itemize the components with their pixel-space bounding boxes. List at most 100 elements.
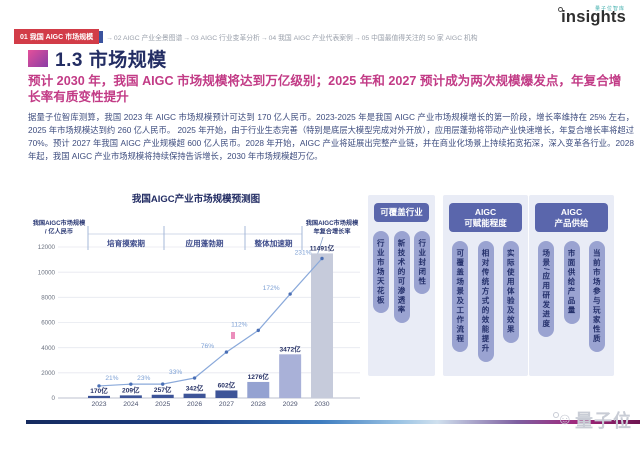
- x-tick-label: 2023: [91, 401, 106, 408]
- y-tick-label: 4000: [41, 345, 55, 352]
- y-tick-label: 8000: [41, 295, 55, 302]
- bar: [88, 395, 110, 398]
- logo-text: insights: [561, 8, 626, 26]
- factor-pill-row: 场景/应用研发进度 市面供给产品量 当前市场参与玩家性质: [529, 241, 614, 353]
- chart-title: 我国AIGC产业市场规模预测图: [131, 194, 261, 205]
- nav-items: →02 AIGC 产业全景图谱→03 AIGC 行业变革分析→04 我国 AIG…: [105, 32, 477, 42]
- growth-rate-label: 172%: [263, 285, 280, 292]
- smiley-icon: ☺: [556, 411, 573, 428]
- page-title: 1.3 市场规模: [55, 50, 167, 71]
- phase-label: 应用蓬勃期: [186, 238, 224, 248]
- growth-rate-label: 21%: [105, 375, 118, 382]
- phase-label: 培育摸索期: [107, 238, 145, 248]
- growth-point: [161, 382, 165, 386]
- nav-arrow-icon: →: [106, 34, 113, 42]
- x-tick-label: 2024: [123, 401, 138, 408]
- title-row: 1.3 市场规模: [28, 45, 167, 72]
- bar-value-label: 1276亿: [248, 372, 270, 381]
- growth-line: [98, 258, 323, 387]
- insights-logo: 量子位智库 insights: [558, 6, 626, 32]
- nav-item[interactable]: 04 我国 AIGC 产业代表案例: [268, 34, 353, 42]
- market-forecast-chart: 我国AIGC产业市场规模预测图 12000 10000 8000 6000 4000 20…: [30, 186, 362, 424]
- growth-rate-label: 231%: [295, 249, 312, 256]
- bar-value-label: 257亿: [154, 385, 172, 394]
- growth-point: [288, 292, 292, 296]
- bar-value-label: 602亿: [218, 380, 236, 389]
- nav-arrow-icon: →: [183, 34, 191, 42]
- growth-point: [192, 376, 197, 380]
- headline: 预计 2030 年，我国 AIGC 市场规模将达到万亿级别；2025 年和 20…: [28, 74, 622, 105]
- phase-label: 整体加速期: [254, 238, 293, 248]
- factor-pill-row: 行业市场天花板 新技术的可渗透率 行业封闭性: [368, 230, 435, 323]
- growth-point: [97, 384, 101, 388]
- growth-rate-label: 112%: [231, 321, 248, 328]
- nav-item[interactable]: 05 中国最值得关注的 50 家 AIGC 机构: [361, 34, 478, 42]
- factor-pill: 行业市场天花板: [372, 230, 389, 314]
- bar: [279, 354, 302, 398]
- left-axis-label: 我国AIGC市场规模: [33, 219, 86, 227]
- qbitai-logo-text: 量子位: [575, 411, 632, 431]
- nav-item[interactable]: 03 AIGC 行业变革分析: [191, 34, 260, 42]
- x-tick-label: 2028: [251, 401, 266, 408]
- bar: [215, 390, 238, 398]
- x-tick-label: 2030: [314, 401, 329, 408]
- x-tick-label: 2025: [155, 401, 170, 408]
- y-tick-label: 6000: [41, 320, 55, 327]
- y-tick-label: 0: [52, 395, 56, 402]
- qbitai-logo: ☺ 量子位: [552, 407, 632, 433]
- qbitai-bubble-icon: [552, 412, 559, 418]
- bar: [151, 394, 174, 398]
- logo-superscript: 量子位智库: [594, 6, 625, 12]
- factor-column-2: AIGC 产品供给场景/应用研发进度 市面供给产品量 当前市场参与玩家性质: [529, 195, 614, 376]
- left-axis-label: / 亿人民币: [45, 228, 73, 236]
- pink-artifact: [231, 332, 235, 339]
- body-paragraph: 据量子位智库测算，我国 2023 年 AIGC 市场规模预计可达到 170 亿人…: [28, 112, 634, 161]
- bar-value-label: 209亿: [122, 385, 140, 394]
- growth-point: [224, 350, 229, 354]
- breadcrumb-nav: 01 我国 AIGC 市场规模 →02 AIGC 产业全景图谱→03 AIGC …: [14, 29, 636, 44]
- growth-rate-label: 23%: [137, 375, 150, 382]
- bar: [119, 395, 142, 398]
- factor-pill: 当前市场参与玩家性质: [588, 241, 605, 353]
- bar: [310, 253, 333, 398]
- factor-pill: 场景/应用研发进度: [538, 241, 555, 338]
- nav-item[interactable]: 02 AIGC 产业全景图谱: [113, 34, 183, 42]
- bar-value-label: 11491亿: [310, 243, 335, 252]
- growth-point: [256, 328, 260, 333]
- nav-arrow-icon: →: [260, 34, 268, 42]
- bar-value-label: 170亿: [90, 386, 108, 395]
- bar-value-label: 342亿: [186, 384, 204, 393]
- x-tick-label: 2029: [283, 401, 298, 408]
- factor-pill: 新技术的可渗透率: [393, 230, 410, 323]
- factor-column-header: AIGC 可赋能程度: [449, 203, 522, 233]
- factor-pill-row: 可覆盖场景及工作流程 相对传统方式的效能提升 实际使用体验及效果: [443, 241, 528, 362]
- bar: [183, 393, 206, 398]
- factor-pill: 可覆盖场景及工作流程: [452, 241, 469, 353]
- factor-column-header: AIGC 产品供给: [535, 203, 608, 233]
- factor-column-1: AIGC 可赋能程度可覆盖场景及工作流程 相对传统方式的效能提升 实际使用体验及效果: [443, 195, 528, 376]
- y-tick-label: 12000: [38, 244, 56, 251]
- factor-pill: 市面供给产品量: [563, 241, 580, 324]
- factor-pill: 实际使用体验及效果: [502, 241, 519, 343]
- bar: [247, 381, 270, 398]
- nav-active-item[interactable]: 01 我国 AIGC 市场规模: [14, 29, 100, 44]
- chart-canvas: 12000 10000 8000 6000 4000 2000 0 培育摸索期 应用蓬勃期 整体加…: [33, 219, 360, 408]
- nav-arrow-icon: →: [353, 34, 361, 42]
- right-axis-label: 年复合增长率: [313, 228, 351, 236]
- nav-badge-tail: [99, 30, 104, 43]
- y-tick-label: 2000: [41, 370, 55, 377]
- footer-gradient-bar: [26, 420, 640, 424]
- factor-column-0: 可覆盖行业行业市场天花板 新技术的可渗透率 行业封闭性: [368, 195, 435, 376]
- x-tick-label: 2027: [219, 401, 234, 408]
- x-tick-label: 2026: [187, 401, 202, 408]
- growth-rate-label: 33%: [169, 369, 182, 376]
- logo-ring-icon: [558, 7, 564, 12]
- right-axis-label: 我国AIGC市场规模: [306, 219, 359, 227]
- bar-value-label: 3472亿: [280, 344, 302, 353]
- factor-column-header: 可覆盖行业: [374, 203, 429, 222]
- y-tick-label: 10000: [38, 269, 56, 276]
- growth-point: [129, 382, 133, 386]
- factor-pill: 行业封闭性: [414, 230, 431, 295]
- growth-rate-label: 76%: [201, 343, 214, 350]
